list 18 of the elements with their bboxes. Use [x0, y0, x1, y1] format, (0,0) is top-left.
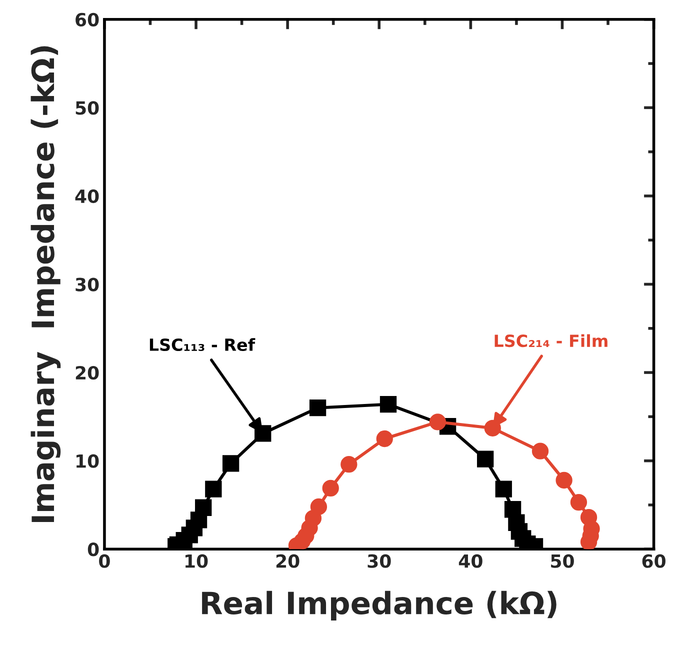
y-tick-label: 40 — [75, 189, 99, 204]
x-tick-label: 40 — [458, 554, 482, 568]
x-tick-label: 60 — [642, 554, 666, 568]
y-tick-label: 60 — [76, 12, 99, 26]
annotation: LSC₂₁₄ - Film — [494, 334, 608, 348]
x-tick-label: 20 — [276, 554, 300, 568]
y-tick-label: 0 — [88, 542, 99, 556]
x-tick-label: 30 — [368, 554, 391, 568]
y-tick-label: 50 — [76, 101, 99, 115]
y-tick-label: 20 — [76, 366, 99, 380]
x-tick-label: 50 — [551, 554, 574, 568]
annotation: LSC₁₁₃ - Ref — [150, 338, 256, 352]
y-tick-label: 30 — [76, 278, 99, 292]
y-axis-title: Imaginary Impedance (-kΩ) — [30, 46, 61, 522]
x-tick-label: 0 — [99, 554, 110, 568]
y-tick-label: 10 — [76, 454, 99, 468]
x-tick-label: 10 — [185, 554, 208, 568]
x-axis-title: Real Impedance (kΩ) — [202, 590, 556, 620]
